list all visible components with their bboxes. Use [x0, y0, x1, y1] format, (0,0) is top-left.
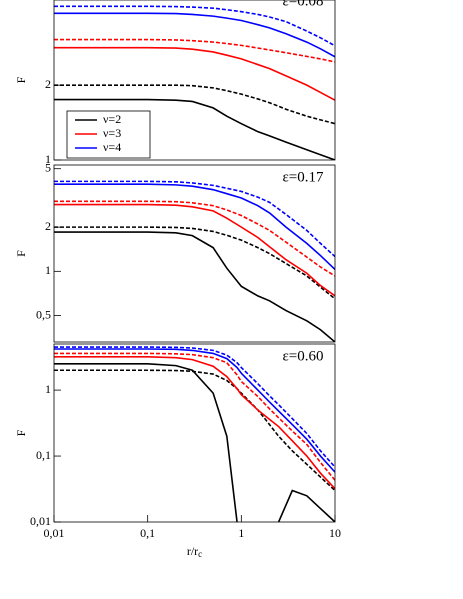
- series-line: [54, 38, 335, 63]
- series-line: [54, 98, 335, 160]
- y-tick-label: 0,01: [30, 514, 51, 528]
- plot-area: [54, 180, 335, 342]
- panel-title: ε=0.17: [282, 169, 324, 185]
- legend-label: ν=3: [103, 126, 121, 140]
- plot-frame: [53, 343, 336, 523]
- series-line: [54, 352, 335, 481]
- plot-area: [54, 5, 335, 160]
- plot-area: [54, 346, 335, 522]
- x-tick-label: 10: [329, 526, 341, 540]
- panel-title: ε=0.60: [282, 348, 323, 364]
- x-axis-label-main: r/r: [187, 544, 198, 558]
- series-line: [54, 346, 335, 468]
- series-line: [54, 231, 335, 342]
- plot-frame: [53, 164, 336, 343]
- x-tick-label: 0,01: [44, 526, 65, 540]
- y-tick-label: 1: [45, 263, 51, 277]
- series-line: [54, 5, 335, 47]
- series-line: [54, 203, 335, 297]
- y-tick-label: 5: [45, 160, 51, 174]
- x-axis-label: r/rc: [187, 544, 202, 559]
- y-axis-label: F: [14, 76, 28, 83]
- y-tick-label: 0,5: [36, 307, 51, 321]
- x-tick-label: 0,1: [140, 526, 155, 540]
- series-line: [54, 355, 335, 490]
- series-line: [54, 183, 335, 271]
- x-tick-label: 1: [238, 526, 244, 540]
- series-line: [54, 46, 335, 101]
- panel-title: ε=0.08: [282, 0, 323, 9]
- y-tick-label: 1: [45, 152, 51, 166]
- series-line: [54, 180, 335, 258]
- y-tick-label: 0,1: [36, 448, 51, 462]
- series-line: [54, 369, 335, 492]
- series-line: [54, 363, 335, 522]
- series-line: [54, 12, 335, 58]
- x-axis-label-sub: c: [198, 549, 202, 559]
- y-tick-label: 2: [45, 219, 51, 233]
- legend-label: ν=4: [103, 140, 121, 154]
- series-line: [54, 200, 335, 277]
- y-tick-label: 1: [45, 382, 51, 396]
- series-line: [54, 84, 335, 125]
- plot-frame: [53, 0, 336, 161]
- series-line: [54, 226, 335, 300]
- y-tick-label: 2: [45, 77, 51, 91]
- legend-label: ν=2: [103, 112, 121, 126]
- y-axis-label: F: [14, 250, 28, 257]
- series-line: [54, 348, 335, 473]
- y-axis-label: F: [14, 429, 28, 436]
